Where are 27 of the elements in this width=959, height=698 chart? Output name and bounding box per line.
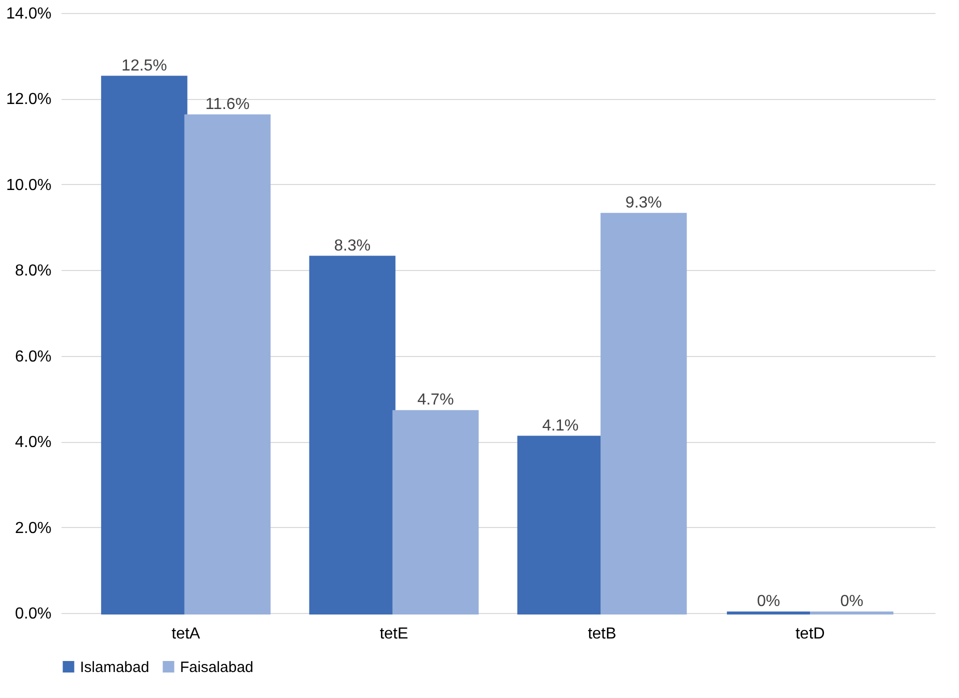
data-label: 9.3%: [625, 194, 662, 212]
y-tick-label: 14.0%: [6, 6, 52, 22]
bar: [600, 212, 687, 614]
bar: [101, 76, 188, 614]
legend-label: Faisalabad: [180, 658, 254, 676]
y-tick-label: 12.0%: [6, 91, 52, 108]
legend-label: Islamabad: [80, 658, 150, 676]
y-tick-label: 0.0%: [15, 606, 52, 622]
data-label: 4.7%: [417, 392, 454, 409]
data-label: 0%: [840, 593, 864, 610]
data-label: 4.1%: [542, 417, 579, 434]
bar: [309, 256, 396, 614]
data-label: 8.3%: [334, 237, 371, 254]
data-label: 12.5%: [122, 57, 167, 74]
bar: [184, 114, 271, 614]
data-label: 0%: [756, 593, 780, 610]
x-tick-label: tetA: [172, 626, 200, 642]
x-tick-label: tetE: [380, 626, 408, 642]
y-tick-label: 2.0%: [15, 520, 52, 537]
y-tick-label: 8.0%: [15, 262, 52, 280]
y-tick-label: 4.0%: [15, 434, 52, 452]
bar: [392, 410, 479, 614]
y-tick-label: 6.0%: [15, 348, 52, 366]
y-tick-label: 10.0%: [6, 176, 52, 194]
x-tick-label: tetB: [588, 626, 616, 642]
x-tick-label: tetD: [795, 626, 825, 642]
data-label: 11.6%: [205, 96, 250, 113]
